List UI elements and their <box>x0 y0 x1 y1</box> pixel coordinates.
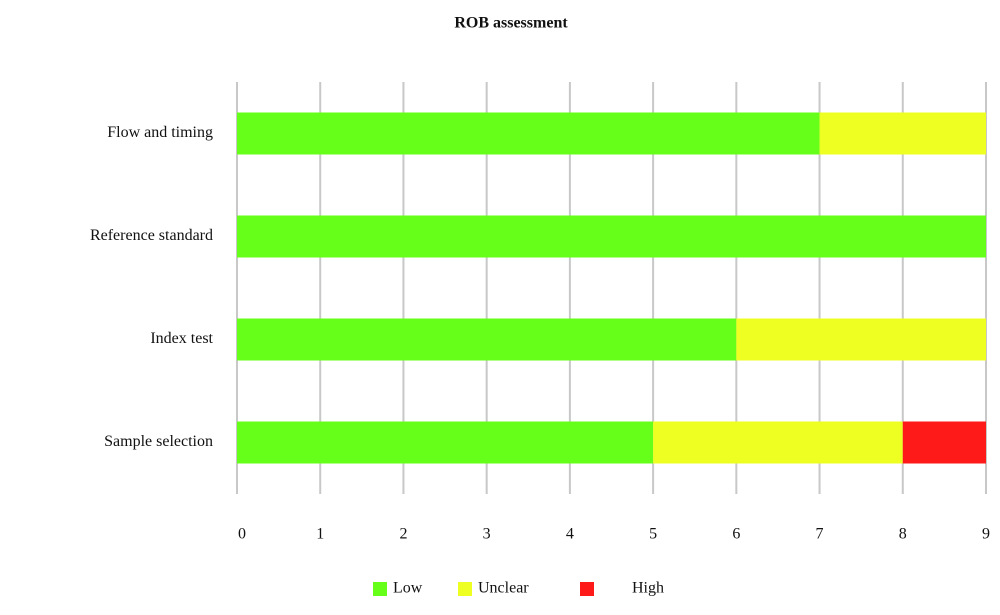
x-tick-label: 7 <box>816 526 824 543</box>
bar-segment <box>237 318 737 361</box>
x-tick-label: 2 <box>399 526 407 543</box>
legend-swatch <box>373 582 387 596</box>
y-tick-label: Index test <box>150 330 213 347</box>
x-tick-label: 8 <box>899 526 907 543</box>
bar-segment <box>237 421 654 464</box>
chart-title: ROB assessment <box>454 15 568 32</box>
legend-swatch <box>580 582 594 596</box>
bar-segment <box>653 421 903 464</box>
x-tick-label: 6 <box>732 526 740 543</box>
x-tick-label: 4 <box>566 526 574 543</box>
legend-label: High <box>632 580 664 597</box>
x-tick-label: 5 <box>649 526 657 543</box>
legend-swatch <box>458 582 472 596</box>
x-tick-label: 9 <box>982 526 990 543</box>
y-tick-label: Reference standard <box>90 227 213 244</box>
legend-label: Unclear <box>478 580 529 597</box>
x-tick-label: 0 <box>238 526 246 543</box>
bar-segment <box>237 112 820 155</box>
bar-segment <box>819 112 986 155</box>
y-tick-label: Sample selection <box>104 433 213 450</box>
x-tick-label: 3 <box>483 526 491 543</box>
x-tick-label: 1 <box>316 526 324 543</box>
y-tick-label: Flow and timing <box>107 124 213 141</box>
legend-label: Low <box>393 580 423 597</box>
bar-segment <box>237 215 986 258</box>
bar-segment <box>902 421 986 464</box>
bar-segment <box>736 318 986 361</box>
